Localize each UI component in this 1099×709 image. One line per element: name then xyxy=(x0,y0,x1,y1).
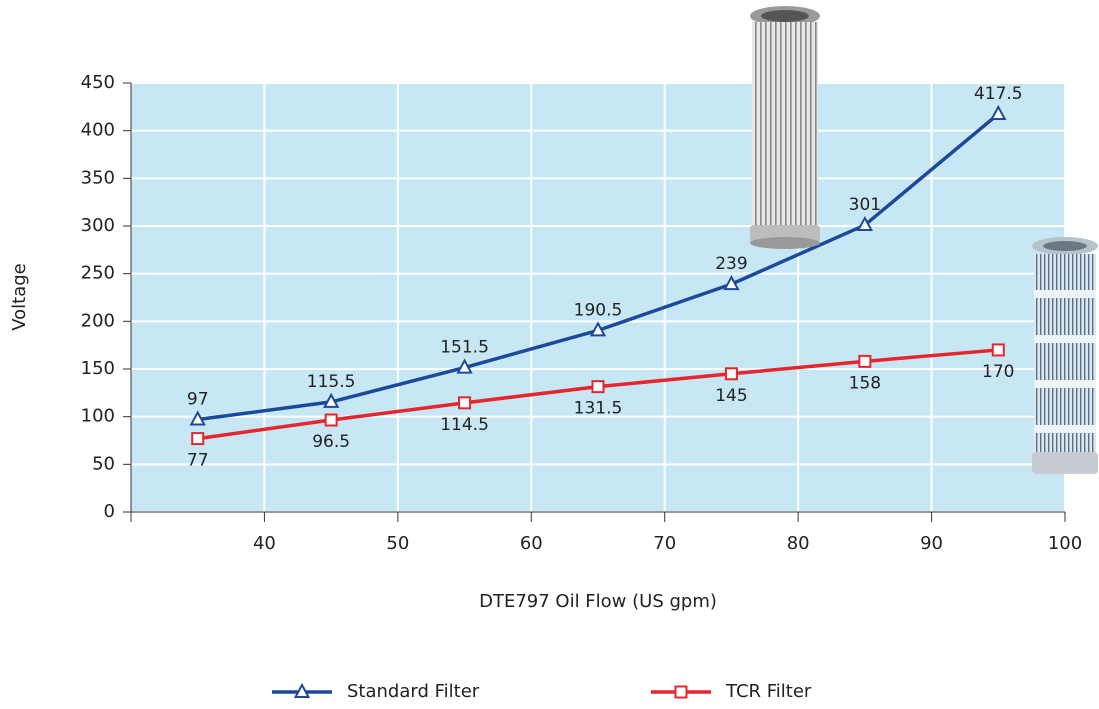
data-label: 170 xyxy=(982,362,1014,382)
series xyxy=(189,104,1007,446)
data-label: 301 xyxy=(849,195,881,215)
data-point xyxy=(322,392,340,408)
data-point xyxy=(189,410,206,426)
y-tick-label: 250 xyxy=(81,263,115,284)
legend-label: TCR Filter xyxy=(725,681,812,702)
x-tick-label: 40 xyxy=(253,533,276,554)
data-label: 131.5 xyxy=(574,399,623,419)
data-label: 151.5 xyxy=(440,338,489,358)
x-tick-label: 50 xyxy=(386,533,409,554)
x-tick-label: 100 xyxy=(1048,533,1082,554)
y-tick-label: 100 xyxy=(81,406,115,427)
tcr-filter-image xyxy=(1032,237,1098,474)
data-label: 158 xyxy=(849,373,881,393)
data-point xyxy=(589,321,607,337)
x-tick-label: 70 xyxy=(653,533,676,554)
data-point xyxy=(991,343,1005,357)
plot-area xyxy=(131,83,1065,512)
data-label: 114.5 xyxy=(440,415,489,435)
y-tick-label: 50 xyxy=(92,453,115,474)
data-label: 239 xyxy=(715,254,747,274)
data-label: 77 xyxy=(187,451,209,471)
data-label: 96.5 xyxy=(312,432,350,452)
data-point xyxy=(723,275,740,291)
legend-marker xyxy=(674,685,688,699)
x-tick-label: 60 xyxy=(520,533,543,554)
y-tick-label: 350 xyxy=(81,167,115,188)
y-tick-label: 450 xyxy=(81,72,115,93)
y-tick-label: 200 xyxy=(81,310,115,331)
data-point xyxy=(990,104,1007,120)
x-tick-label: 90 xyxy=(920,533,943,554)
data-point xyxy=(856,215,874,232)
y-tick-label: 150 xyxy=(81,358,115,379)
standard-filter-image xyxy=(750,6,820,249)
data-point xyxy=(591,380,605,394)
y-tick-label: 300 xyxy=(81,215,115,236)
data-label: 97 xyxy=(187,390,209,410)
data-point xyxy=(724,367,738,381)
data-label: 145 xyxy=(715,386,747,406)
data-label: 417.5 xyxy=(974,84,1023,104)
legend-marker xyxy=(293,682,311,698)
legend-label: Standard Filter xyxy=(347,681,480,702)
y-axis-label: Voltage xyxy=(9,263,30,331)
data-point xyxy=(191,432,205,446)
x-axis-label: DTE797 Oil Flow (US gpm) xyxy=(479,591,717,612)
x-tick-label: 80 xyxy=(787,533,810,554)
y-tick-label: 400 xyxy=(81,120,115,141)
data-point xyxy=(456,358,473,374)
legend: Standard Filter TCR Filter xyxy=(272,681,812,702)
data-label: 115.5 xyxy=(307,372,356,392)
data-point xyxy=(858,354,872,368)
data-point xyxy=(458,396,472,410)
data-point xyxy=(324,413,338,427)
y-tick-label: 0 xyxy=(104,501,115,522)
data-label: 190.5 xyxy=(574,300,623,320)
